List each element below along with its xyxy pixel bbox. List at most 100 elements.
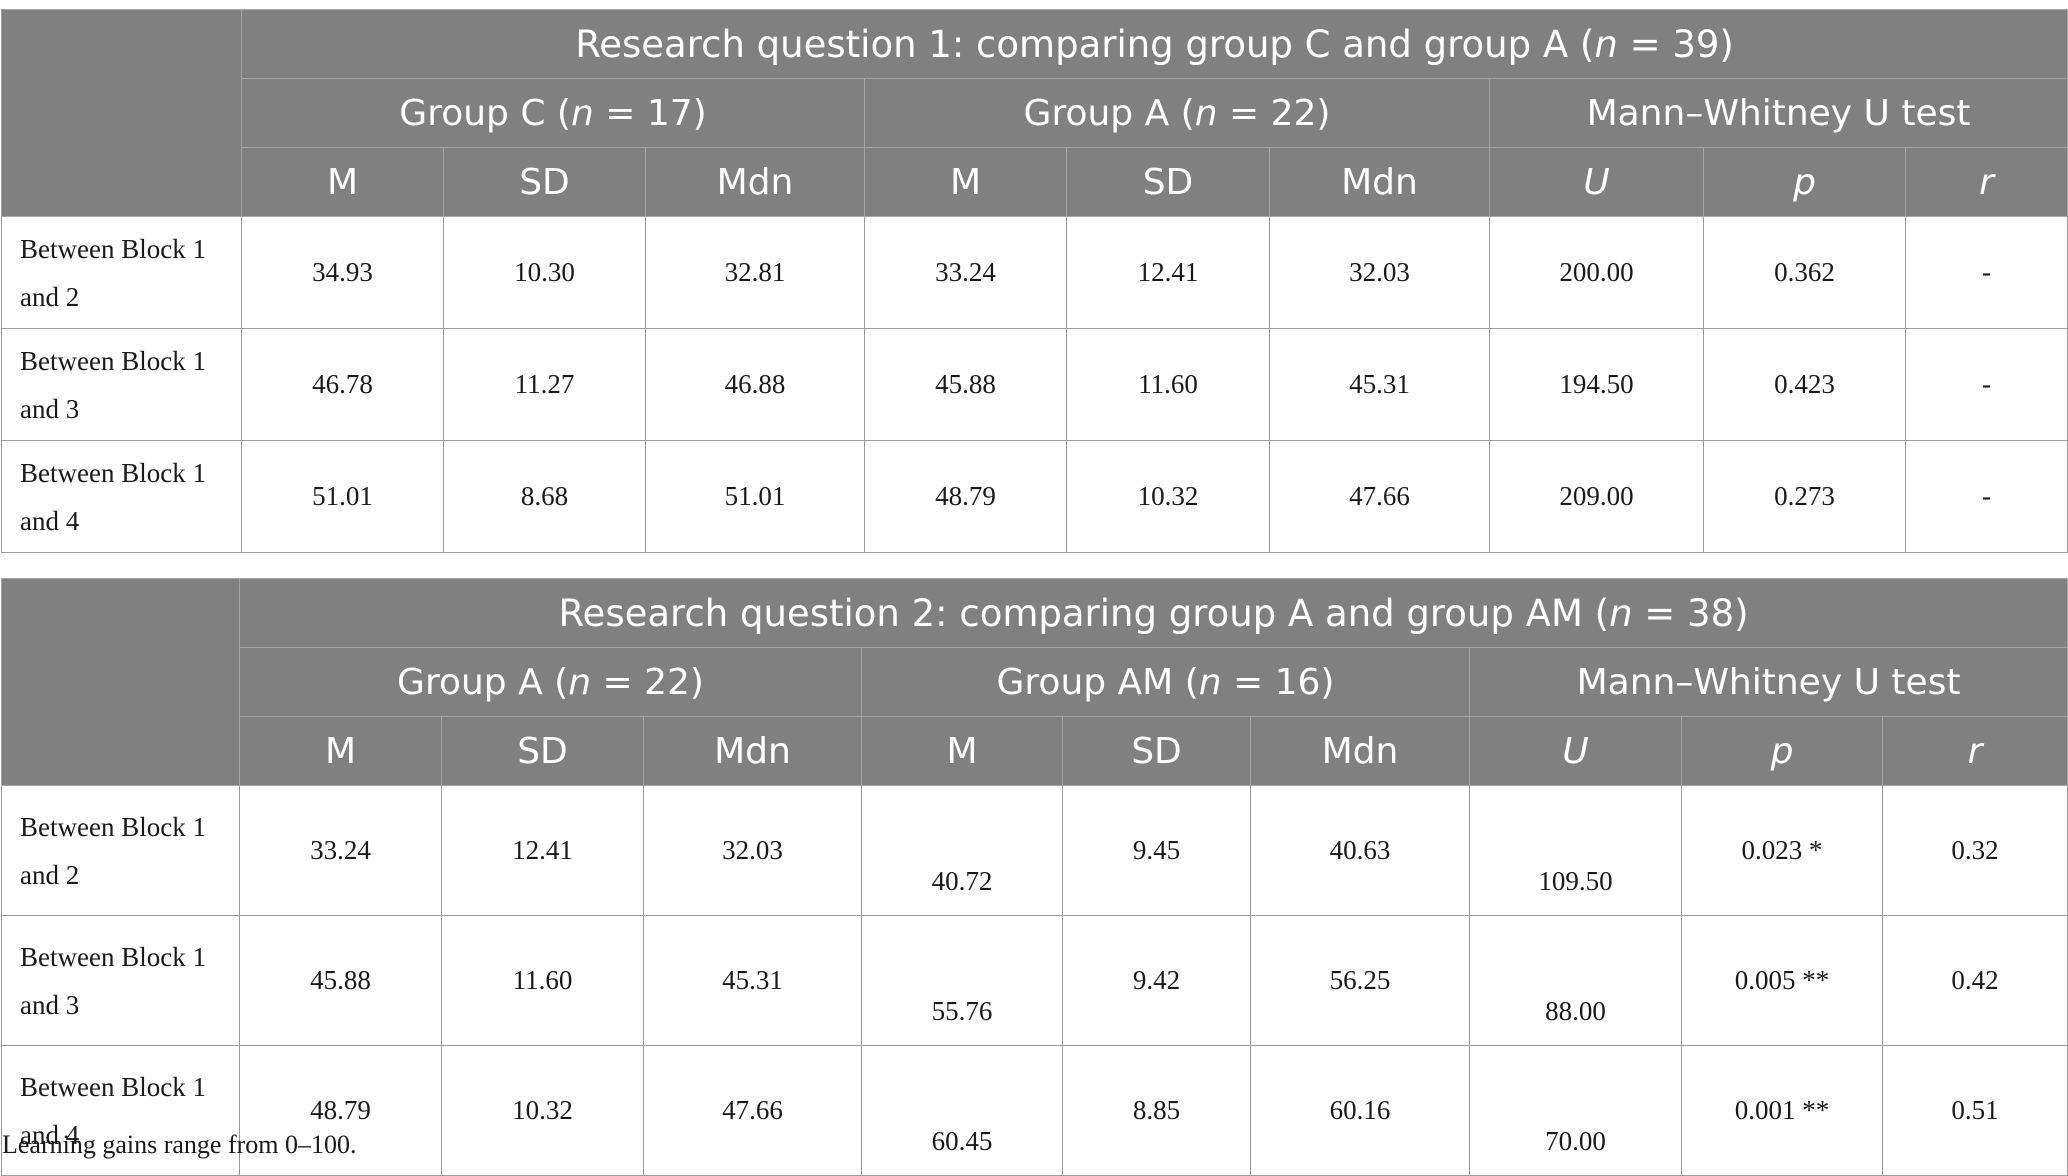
- table-cell: 70.00: [1469, 1045, 1682, 1176]
- table-cell: 45.88: [239, 915, 442, 1046]
- row-label: Between Block 1 and 4: [1, 1045, 240, 1176]
- group-header-row: Group C (n = 17) Group A (n = 22) Mann–W…: [2, 78, 2068, 148]
- table-cell: 0.423: [1703, 328, 1906, 441]
- table-cell: 10.30: [443, 216, 646, 329]
- table-title: Research question 2: comparing group A a…: [238, 578, 2068, 648]
- table-cell: 11.60: [1066, 328, 1270, 441]
- header-blank-cell: [1, 578, 240, 786]
- group-header-row: Group A (n = 22) Group AM (n = 16) Mann–…: [2, 647, 2068, 717]
- column-header: SD: [1062, 716, 1251, 786]
- table-row: Between Block 1 and 3 45.88 11.60 45.31 5…: [1, 915, 2068, 1046]
- column-header: Mdn: [643, 716, 862, 786]
- table-cell: 88.00: [1469, 915, 1682, 1046]
- results-table-rq1: Research question 1: comparing group C a…: [1, 9, 2068, 553]
- table-cell: 51.01: [241, 440, 444, 553]
- table-cell: 10.32: [1066, 440, 1270, 553]
- table-cell: 9.45: [1062, 785, 1251, 916]
- table-title: Research question 1: comparing group C a…: [240, 9, 2068, 79]
- column-header: M: [861, 716, 1063, 786]
- table-footnote: Learning gains range from 0–100.: [2, 1130, 357, 1159]
- table-cell: 209.00: [1489, 440, 1704, 553]
- table-cell: 46.78: [241, 328, 444, 441]
- column-header: U: [1469, 716, 1682, 786]
- table-cell: 0.001 **: [1681, 1045, 1883, 1176]
- table-cell: 60.45: [861, 1045, 1063, 1176]
- table-cell: 0.362: [1703, 216, 1906, 329]
- table-cell: -: [1904, 440, 2068, 553]
- table-cell: 109.50: [1469, 785, 1682, 916]
- table-cell: 8.85: [1062, 1045, 1251, 1176]
- column-header: Mdn: [1250, 716, 1470, 786]
- group-header: Group C (n = 17): [241, 78, 865, 148]
- table-cell: 0.32: [1881, 785, 2068, 916]
- table-cell: 51.01: [645, 440, 865, 553]
- group-header: Group AM (n = 16): [861, 647, 1470, 717]
- table-row: Between Block 1 and 2 34.93 10.30 32.81 3…: [1, 216, 2068, 329]
- table-cell: 47.66: [1269, 440, 1490, 553]
- table-row: Between Block 1 and 4 51.01 8.68 51.01 48…: [1, 440, 2068, 553]
- row-label: Between Block 1 and 2: [1, 785, 240, 916]
- table-row: Between Block 1 and 3 46.78 11.27 46.88 4…: [1, 328, 2068, 441]
- table-cell: 12.41: [441, 785, 644, 916]
- table-cell: 12.41: [1066, 216, 1270, 329]
- table-cell: 46.88: [645, 328, 865, 441]
- table-cell: 34.93: [241, 216, 444, 329]
- column-header: SD: [443, 147, 646, 217]
- table-cell: 55.76: [861, 915, 1063, 1046]
- column-header: p: [1703, 147, 1906, 217]
- table-cell: 9.42: [1062, 915, 1251, 1046]
- column-header-row: M SD Mdn M SD Mdn U p r: [2, 147, 2068, 217]
- column-header: M: [864, 147, 1067, 217]
- table-cell: 32.81: [645, 216, 865, 329]
- table-cell: 8.68: [443, 440, 646, 553]
- table-cell: 48.79: [864, 440, 1067, 553]
- table-cell: 45.88: [864, 328, 1067, 441]
- row-label: Between Block 1 and 3: [1, 328, 242, 441]
- column-header: p: [1681, 716, 1883, 786]
- group-header: Group A (n = 22): [239, 647, 862, 717]
- table-cell: 47.66: [643, 1045, 862, 1176]
- column-header: M: [239, 716, 442, 786]
- table-title-row: Research question 2: comparing group A a…: [1, 578, 2068, 786]
- table-cell: 56.25: [1250, 915, 1470, 1046]
- table-cell: 11.27: [443, 328, 646, 441]
- table-cell: 45.31: [1269, 328, 1490, 441]
- table-row: Between Block 1 and 4 48.79 10.32 47.66 6…: [1, 1045, 2068, 1176]
- table-cell: 0.51: [1881, 1045, 2068, 1176]
- group-header: Group A (n = 22): [864, 78, 1490, 148]
- column-header: U: [1489, 147, 1704, 217]
- table-cell: 40.72: [861, 785, 1063, 916]
- table-cell: 32.03: [643, 785, 862, 916]
- group-header: Mann–Whitney U test: [1468, 647, 2068, 717]
- column-header: Mdn: [645, 147, 865, 217]
- table-row: Between Block 1 and 2 33.24 12.41 32.03 4…: [1, 785, 2068, 916]
- table-title-row: Research question 1: comparing group C a…: [1, 9, 2068, 217]
- column-header: r: [1904, 147, 2068, 217]
- row-label: Between Block 1 and 2: [1, 216, 242, 329]
- group-header: Mann–Whitney U test: [1488, 78, 2068, 148]
- table-cell: 10.32: [441, 1045, 644, 1176]
- table-cell: 0.005 **: [1681, 915, 1883, 1046]
- table-cell: 0.273: [1703, 440, 1906, 553]
- column-header: Mdn: [1269, 147, 1490, 217]
- table-cell: 0.42: [1881, 915, 2068, 1046]
- table-cell: 45.31: [643, 915, 862, 1046]
- column-header: r: [1881, 716, 2068, 786]
- column-header-row: M SD Mdn M SD Mdn U p r: [2, 716, 2068, 786]
- table-cell: 11.60: [441, 915, 644, 1046]
- table-cell: 33.24: [864, 216, 1067, 329]
- table-cell: -: [1904, 216, 2068, 329]
- column-header: M: [241, 147, 444, 217]
- row-label: Between Block 1 and 4: [1, 440, 242, 553]
- table-cell: 60.16: [1250, 1045, 1470, 1176]
- table-cell: -: [1904, 328, 2068, 441]
- column-header: SD: [441, 716, 644, 786]
- row-label: Between Block 1 and 3: [1, 915, 240, 1046]
- column-header: SD: [1066, 147, 1270, 217]
- header-blank-cell: [1, 9, 242, 217]
- table-cell: 200.00: [1489, 216, 1704, 329]
- table-cell: 194.50: [1489, 328, 1704, 441]
- results-table-rq2: Research question 2: comparing group A a…: [1, 578, 2068, 1176]
- table-cell: 0.023 *: [1681, 785, 1883, 916]
- table-cell: 32.03: [1269, 216, 1490, 329]
